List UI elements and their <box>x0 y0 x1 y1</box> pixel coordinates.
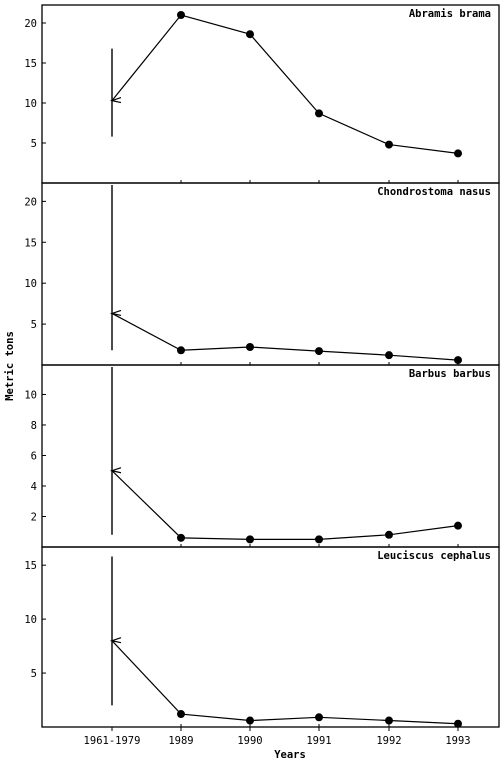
panel-title: Barbus barbus <box>409 368 491 380</box>
panel-frame <box>41 4 500 184</box>
mean-marker <box>109 637 122 644</box>
data-point <box>315 713 323 722</box>
y-tick-label: 10 <box>24 614 37 626</box>
data-point <box>177 11 185 19</box>
x-tick-label: 1990 <box>237 735 262 747</box>
y-axis-title: Metric tons <box>4 331 16 401</box>
y-tick-label: 6 <box>31 450 37 462</box>
series-line <box>111 470 459 540</box>
mean-marker <box>109 97 122 104</box>
data-point <box>385 351 393 360</box>
data-point <box>177 710 185 719</box>
x-tick-label: 1989 <box>168 735 193 747</box>
y-tick-label: 5 <box>31 668 37 680</box>
data-point <box>385 140 393 149</box>
data-point <box>385 716 393 725</box>
data-point <box>385 530 393 539</box>
y-tick-label: 15 <box>24 560 37 572</box>
data-point <box>315 347 323 356</box>
series-line <box>111 14 459 154</box>
mean-marker <box>109 467 122 474</box>
y-tick-label: 5 <box>31 138 37 150</box>
panel-frame <box>41 364 500 548</box>
y-tick-label: 8 <box>31 420 37 432</box>
panel-title: Abramis brama <box>409 8 491 20</box>
panel-frame <box>41 182 500 366</box>
data-point <box>454 356 462 365</box>
y-tick-label: 5 <box>31 319 37 331</box>
y-tick-label: 15 <box>24 58 37 70</box>
x-tick-label: 1992 <box>376 735 401 747</box>
data-point <box>177 346 185 355</box>
panel-frame <box>41 546 500 728</box>
data-point <box>246 535 254 544</box>
series-line <box>111 640 459 725</box>
y-tick-label: 20 <box>24 18 37 30</box>
x-tick-label: 1961-1979 <box>84 735 141 747</box>
y-tick-label: 10 <box>24 389 37 401</box>
y-tick-label: 15 <box>24 237 37 249</box>
panel-title: Leuciscus cephalus <box>377 550 491 562</box>
data-point <box>315 535 323 544</box>
data-point <box>454 719 462 728</box>
series-line <box>111 312 459 361</box>
x-tick-label: 1993 <box>445 735 470 747</box>
mean-marker <box>109 309 122 317</box>
y-tick-label: 2 <box>31 511 37 523</box>
y-tick-label: 20 <box>24 196 37 208</box>
data-point <box>454 149 462 158</box>
data-point <box>315 109 323 118</box>
x-axis-title: Years <box>274 749 306 761</box>
y-tick-label: 10 <box>24 98 37 110</box>
data-point <box>246 30 254 39</box>
data-point <box>177 533 185 542</box>
data-point <box>246 343 254 351</box>
panel-title: Chondrostoma nasus <box>377 186 491 198</box>
data-point <box>246 716 254 725</box>
y-tick-label: 10 <box>24 278 37 290</box>
y-tick-label: 4 <box>31 481 37 493</box>
x-tick-label: 1991 <box>306 735 331 747</box>
data-point <box>454 521 462 530</box>
